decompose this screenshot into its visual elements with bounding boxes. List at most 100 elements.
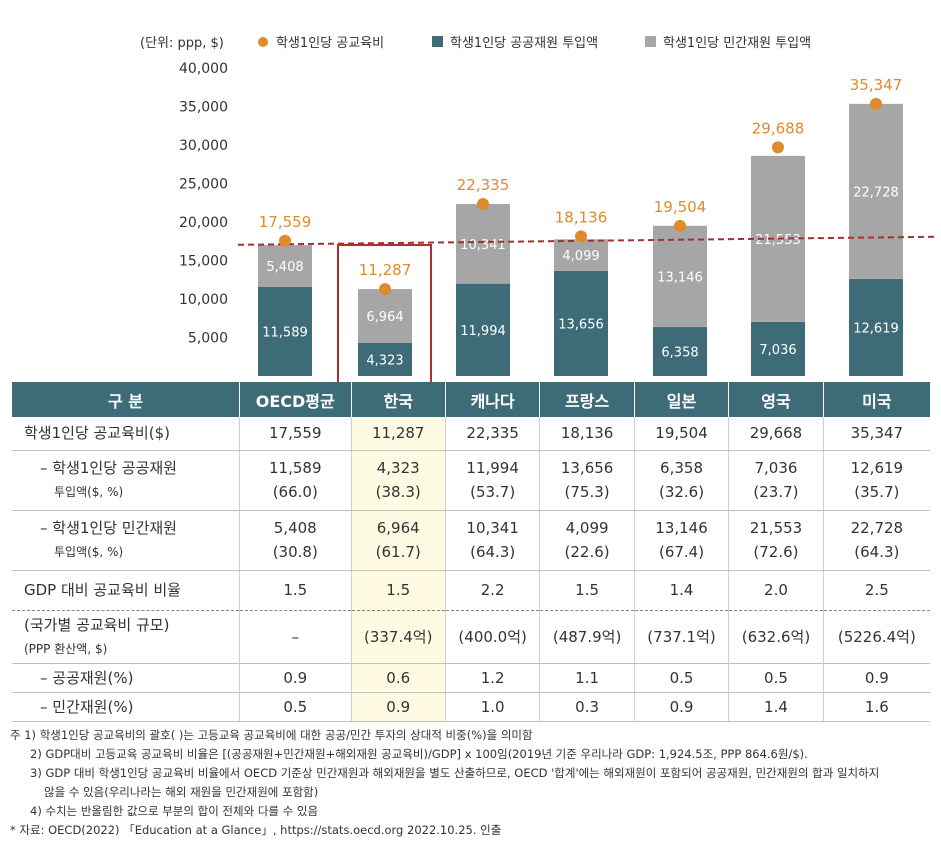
legend-label: 학생1인당 공공재원 투입액 bbox=[450, 36, 598, 51]
header-cell: 미국 bbox=[823, 382, 930, 417]
table-cell: (400.0억) bbox=[445, 610, 541, 664]
private-bar-label: 21,553 bbox=[755, 233, 801, 248]
row-label: – 학생1인당 공공재원 투입액($, %) bbox=[12, 450, 240, 511]
legend-swatch-icon bbox=[645, 36, 656, 47]
table-cell: 1.5 bbox=[351, 570, 446, 611]
private-bar bbox=[258, 245, 312, 287]
stacked-bar-chart: (단위: ppp, $) 학생1인당 공교육비 학생1인당 공공재원 투입액 학생1인… bbox=[140, 36, 936, 376]
total-label: 17,559 bbox=[259, 213, 312, 231]
table-cell: 1.2 bbox=[445, 663, 541, 693]
table-cell: 0.3 bbox=[539, 692, 635, 722]
public-bar-label: 4,323 bbox=[366, 353, 403, 368]
table-cell: 4,323 (38.3) bbox=[351, 450, 446, 511]
table-cell: 2.5 bbox=[823, 570, 930, 611]
total-dot bbox=[870, 97, 882, 110]
value: 11,994 bbox=[466, 459, 519, 477]
value: 13,656 bbox=[560, 459, 614, 477]
bars-group: 11,589 5,408 4,323 6,964 11,994 10,341 13,656 4… bbox=[258, 103, 903, 376]
table-cell: (337.4억) bbox=[351, 610, 446, 664]
table-cell: 7,036 (23.7) bbox=[728, 450, 824, 511]
table-cell: 19,504 bbox=[634, 417, 730, 451]
chart-legend: (단위: ppp, $) 학생1인당 공교육비 학생1인당 공공재원 투입액 학생1인… bbox=[140, 36, 811, 51]
table-cell: 1.4 bbox=[634, 570, 730, 611]
percent: (67.4) bbox=[658, 543, 705, 561]
value: 10,341 bbox=[466, 519, 519, 537]
public-bar bbox=[358, 342, 412, 376]
table-cell: 0.5 bbox=[239, 692, 352, 722]
private-bar-label: 13,146 bbox=[657, 270, 703, 285]
table-cell: 6,964 (61.7) bbox=[351, 510, 446, 571]
table-cell: 0.9 bbox=[239, 663, 352, 693]
table-cell: 1.5 bbox=[539, 570, 635, 611]
value: 22,728 bbox=[850, 519, 904, 537]
row-label-line1: (국가별 공교육비 규모) bbox=[24, 615, 170, 634]
percent: (22.6) bbox=[564, 543, 610, 561]
public-bar-label: 11,589 bbox=[262, 325, 308, 340]
total-label: 11,287 bbox=[359, 261, 412, 279]
percent: (53.7) bbox=[470, 483, 516, 501]
table-cell: 13,656 (75.3) bbox=[539, 450, 635, 511]
table-cell: 1.4 bbox=[728, 692, 824, 722]
value: 7,036 bbox=[754, 459, 798, 477]
total-dot bbox=[279, 234, 291, 247]
total-dot bbox=[674, 219, 686, 232]
footnote: 2) GDP대비 고등교육 공교육비 비율은 [(공공재원+민간재원+해외재원 … bbox=[30, 747, 808, 761]
row-label-line2: 투입액($, %) bbox=[54, 545, 124, 559]
table-cell: 0.5 bbox=[634, 663, 730, 693]
private-bar-label: 6,964 bbox=[366, 310, 403, 325]
private-bar-label: 4,099 bbox=[562, 249, 599, 264]
value: 13,146 bbox=[655, 519, 708, 537]
row-label: GDP 대비 공교육비 비율 bbox=[12, 570, 240, 611]
oecd-reference-line bbox=[237, 235, 936, 246]
percent: (64.3) bbox=[470, 543, 516, 561]
percent: (38.3) bbox=[375, 483, 421, 501]
footnote: 않을 수 있음(우리나라는 해외 재원을 민간재원에 포함함) bbox=[44, 785, 319, 799]
private-bar-label: 10,341 bbox=[460, 238, 506, 253]
total-dot bbox=[477, 198, 489, 211]
total-dot bbox=[575, 230, 587, 243]
value: 5,408 bbox=[273, 519, 317, 537]
public-bar bbox=[258, 286, 312, 376]
table-cell: 12,619 (35.7) bbox=[823, 450, 930, 511]
table-row: – 학생1인당 민간재원 투입액($, %) 5,408 (30.8) 6,964 (… bbox=[12, 510, 930, 571]
value: 4,323 bbox=[376, 459, 420, 477]
y-tick-label: 15,000 bbox=[179, 254, 228, 270]
y-axis: 5,000 10,000 15,000 20,000 25,000 30,000 35,00… bbox=[179, 61, 228, 347]
header-cell: 일본 bbox=[634, 382, 730, 417]
value: 12,619 bbox=[850, 459, 904, 477]
table-row: – 민간재원(%) 0.5 0.9 1.0 0.3 0.9 1.4 1.6 bbox=[12, 692, 930, 722]
table-cell: 2.2 bbox=[445, 570, 541, 611]
source-note: * 자료: OECD(2022) 「Education at a Glance」… bbox=[10, 823, 502, 837]
public-bar bbox=[456, 283, 510, 376]
value: 4,099 bbox=[565, 519, 609, 537]
percent: (32.6) bbox=[658, 483, 705, 501]
row-label-line2: (PPP 환산액, $) bbox=[24, 641, 108, 656]
footnote: 주 1) 학생1인당 공교육비의 괄호( )는 고등교육 공교육비에 대한 공공… bbox=[10, 728, 533, 742]
private-bar bbox=[554, 239, 608, 271]
table-cell: 22,728 (64.3) bbox=[823, 510, 930, 571]
table-cell: (632.6억) bbox=[728, 610, 824, 664]
total-dots-group: 17,559 11,287 22,335 18,136 19,504 29,688 35,3… bbox=[259, 76, 903, 296]
table-cell: 29,668 bbox=[728, 417, 824, 451]
row-label: – 민간재원(%) bbox=[12, 692, 240, 722]
y-tick-label: 40,000 bbox=[179, 61, 228, 77]
public-bar-label: 11,994 bbox=[460, 324, 506, 339]
private-bar bbox=[456, 204, 510, 284]
data-table: 구 분 OECD평균 한국 캐나다 프랑스 일본 영국 미국 학생1인당 공교육… bbox=[12, 382, 930, 722]
total-label: 19,504 bbox=[654, 198, 707, 216]
private-bar bbox=[653, 225, 707, 328]
percent: (72.6) bbox=[753, 543, 799, 561]
value: 6,964 bbox=[376, 519, 420, 537]
total-label: 35,347 bbox=[850, 76, 903, 94]
table-cell: 2.0 bbox=[728, 570, 824, 611]
header-cell: 캐나다 bbox=[445, 382, 541, 417]
table-cell: 21,553 (72.6) bbox=[728, 510, 824, 571]
table-cell: 6,358 (32.6) bbox=[634, 450, 730, 511]
private-bar bbox=[849, 103, 903, 279]
percent: (61.7) bbox=[375, 543, 421, 561]
header-cell: 영국 bbox=[728, 382, 824, 417]
public-bar bbox=[751, 321, 805, 376]
public-bar bbox=[653, 327, 707, 376]
private-bar-label: 5,408 bbox=[266, 260, 303, 275]
row-label: (국가별 공교육비 규모) (PPP 환산액, $) bbox=[12, 610, 240, 664]
